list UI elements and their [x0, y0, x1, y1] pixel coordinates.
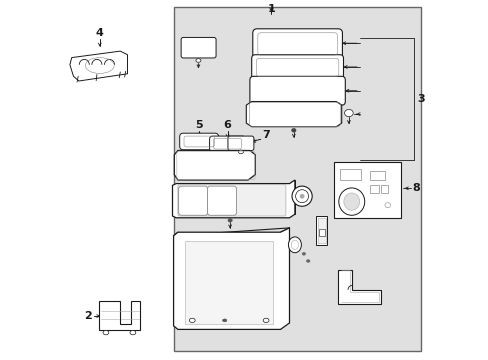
Bar: [318, 229, 325, 236]
Ellipse shape: [295, 190, 308, 203]
Ellipse shape: [103, 330, 108, 335]
FancyBboxPatch shape: [207, 186, 236, 215]
Ellipse shape: [344, 109, 352, 117]
Bar: [334, 162, 400, 218]
Text: 8: 8: [411, 183, 419, 193]
Ellipse shape: [130, 330, 136, 335]
Ellipse shape: [302, 252, 305, 255]
Ellipse shape: [291, 129, 295, 132]
Polygon shape: [173, 228, 289, 329]
FancyBboxPatch shape: [181, 37, 216, 58]
Ellipse shape: [291, 240, 298, 249]
Ellipse shape: [291, 186, 311, 206]
Ellipse shape: [288, 237, 301, 253]
FancyBboxPatch shape: [252, 29, 342, 58]
Ellipse shape: [384, 203, 390, 208]
Text: 7: 7: [261, 130, 269, 140]
Ellipse shape: [338, 188, 364, 215]
FancyBboxPatch shape: [251, 55, 343, 79]
Bar: [317, 218, 325, 243]
Ellipse shape: [306, 260, 309, 262]
Bar: [185, 241, 273, 324]
Ellipse shape: [299, 194, 304, 198]
FancyBboxPatch shape: [178, 186, 207, 215]
Polygon shape: [246, 102, 341, 127]
Bar: [370, 171, 384, 180]
Ellipse shape: [238, 150, 243, 154]
Text: 1: 1: [267, 4, 275, 14]
FancyBboxPatch shape: [209, 136, 245, 152]
Bar: [339, 169, 361, 180]
Bar: [370, 185, 379, 193]
FancyBboxPatch shape: [227, 136, 253, 150]
FancyBboxPatch shape: [179, 133, 218, 150]
Polygon shape: [99, 301, 140, 330]
Ellipse shape: [189, 318, 195, 323]
Text: 6: 6: [223, 120, 231, 130]
Ellipse shape: [343, 193, 359, 210]
Text: 5: 5: [195, 120, 203, 130]
Ellipse shape: [263, 318, 268, 323]
Bar: [381, 185, 387, 193]
Polygon shape: [174, 150, 255, 180]
Ellipse shape: [222, 319, 226, 322]
FancyBboxPatch shape: [249, 76, 345, 105]
FancyBboxPatch shape: [178, 185, 285, 216]
Bar: [174, 7, 420, 351]
Ellipse shape: [196, 59, 201, 62]
Text: 2: 2: [84, 311, 92, 321]
Polygon shape: [337, 270, 381, 304]
Polygon shape: [172, 180, 294, 218]
Ellipse shape: [227, 219, 232, 222]
Text: 4: 4: [96, 28, 103, 38]
Polygon shape: [70, 51, 127, 81]
Bar: [316, 216, 326, 245]
Text: 3: 3: [416, 94, 424, 104]
